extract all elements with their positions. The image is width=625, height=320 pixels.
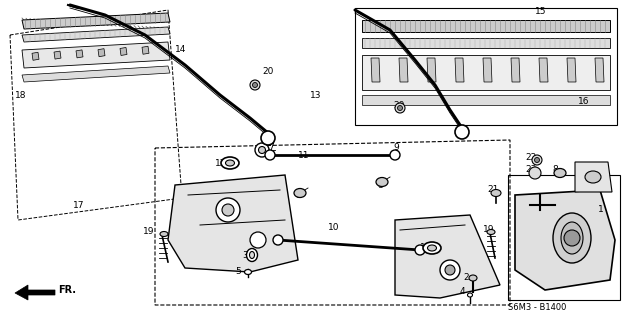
Text: 2: 2 (463, 274, 469, 283)
Ellipse shape (469, 275, 477, 281)
Polygon shape (362, 55, 610, 90)
Circle shape (250, 80, 260, 90)
Circle shape (445, 265, 455, 275)
Text: 5: 5 (235, 268, 241, 276)
Ellipse shape (561, 222, 583, 254)
Polygon shape (427, 58, 436, 82)
Circle shape (390, 150, 400, 160)
Ellipse shape (226, 160, 234, 166)
Text: 13: 13 (310, 91, 321, 100)
Text: 22: 22 (525, 154, 536, 163)
Ellipse shape (294, 188, 306, 197)
Ellipse shape (221, 157, 239, 169)
Circle shape (222, 204, 234, 216)
Text: 1: 1 (598, 205, 604, 214)
Text: 11: 11 (298, 150, 309, 159)
Text: 19: 19 (483, 226, 494, 235)
Text: 10: 10 (328, 223, 339, 233)
Polygon shape (399, 58, 408, 82)
Polygon shape (362, 95, 610, 105)
Text: S6M3 - B1400: S6M3 - B1400 (508, 303, 566, 313)
Text: 4: 4 (460, 287, 466, 297)
Polygon shape (511, 58, 520, 82)
Circle shape (265, 150, 275, 160)
Text: 12: 12 (215, 158, 226, 167)
Polygon shape (371, 58, 380, 82)
Polygon shape (395, 215, 500, 298)
Text: 23: 23 (525, 165, 536, 174)
Polygon shape (22, 27, 170, 42)
Ellipse shape (160, 231, 168, 236)
Polygon shape (515, 190, 615, 290)
Text: 15: 15 (535, 7, 546, 17)
Polygon shape (22, 42, 170, 68)
Polygon shape (362, 20, 610, 32)
Text: 3: 3 (242, 251, 248, 260)
Text: 6: 6 (590, 175, 596, 185)
Text: 20: 20 (262, 68, 273, 76)
Text: 8: 8 (552, 165, 558, 174)
Text: 17: 17 (73, 201, 84, 210)
Text: 9: 9 (393, 143, 399, 153)
Ellipse shape (487, 229, 495, 235)
Polygon shape (32, 52, 39, 60)
Circle shape (564, 230, 580, 246)
Ellipse shape (423, 242, 441, 254)
Ellipse shape (244, 269, 251, 275)
Circle shape (440, 260, 460, 280)
Polygon shape (76, 50, 83, 58)
Polygon shape (54, 51, 61, 59)
Polygon shape (483, 58, 492, 82)
Text: 8: 8 (377, 180, 382, 189)
Text: 18: 18 (15, 91, 26, 100)
Circle shape (398, 106, 402, 110)
Text: 8: 8 (295, 190, 301, 199)
Polygon shape (120, 47, 127, 55)
Circle shape (455, 125, 469, 139)
Polygon shape (142, 46, 149, 54)
Polygon shape (567, 58, 576, 82)
Polygon shape (98, 49, 105, 57)
Polygon shape (455, 58, 464, 82)
Circle shape (253, 83, 258, 87)
Polygon shape (22, 66, 170, 82)
Text: 14: 14 (175, 45, 186, 54)
Circle shape (255, 143, 269, 157)
Text: FR.: FR. (58, 285, 76, 295)
Ellipse shape (553, 213, 591, 263)
Polygon shape (362, 38, 610, 48)
Text: 20: 20 (393, 100, 404, 109)
Polygon shape (15, 285, 55, 300)
Ellipse shape (585, 171, 601, 183)
Text: 7: 7 (268, 143, 274, 153)
Circle shape (529, 167, 541, 179)
Ellipse shape (554, 169, 566, 178)
Circle shape (216, 198, 240, 222)
Circle shape (534, 157, 539, 163)
Circle shape (395, 103, 405, 113)
Text: 21: 21 (487, 186, 498, 195)
Circle shape (415, 245, 425, 255)
Ellipse shape (249, 252, 254, 259)
Ellipse shape (428, 245, 436, 251)
Circle shape (261, 131, 275, 145)
Ellipse shape (468, 293, 472, 297)
Polygon shape (575, 162, 612, 192)
Ellipse shape (246, 249, 258, 261)
Text: 16: 16 (578, 98, 589, 107)
Polygon shape (539, 58, 548, 82)
Ellipse shape (376, 178, 388, 187)
Polygon shape (22, 13, 170, 29)
Circle shape (259, 147, 266, 154)
Polygon shape (168, 175, 298, 272)
Text: 19: 19 (143, 228, 154, 236)
Ellipse shape (491, 189, 501, 196)
Polygon shape (595, 58, 604, 82)
Circle shape (273, 235, 283, 245)
Circle shape (532, 155, 542, 165)
Text: 12: 12 (420, 244, 431, 252)
Circle shape (250, 232, 266, 248)
